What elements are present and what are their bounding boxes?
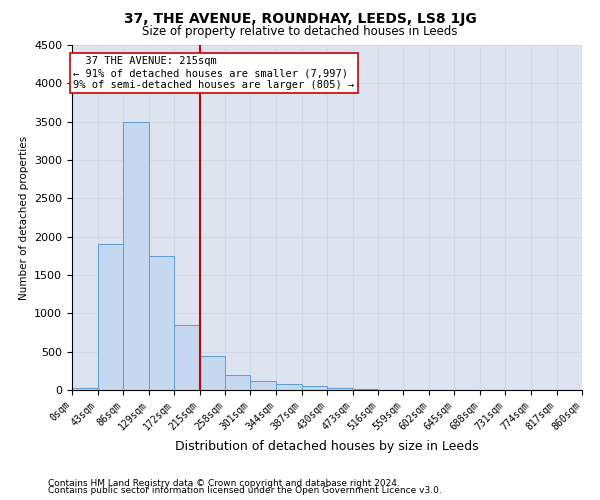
Bar xyxy=(251,381,276,390)
Bar xyxy=(327,388,353,390)
Bar xyxy=(123,122,149,390)
Bar xyxy=(276,384,302,390)
Text: Contains HM Land Registry data © Crown copyright and database right 2024.: Contains HM Land Registry data © Crown c… xyxy=(48,478,400,488)
Y-axis label: Number of detached properties: Number of detached properties xyxy=(19,136,29,300)
X-axis label: Distribution of detached houses by size in Leeds: Distribution of detached houses by size … xyxy=(175,440,479,453)
Text: Size of property relative to detached houses in Leeds: Size of property relative to detached ho… xyxy=(142,25,458,38)
Bar xyxy=(199,356,225,390)
Bar xyxy=(225,376,251,390)
Bar xyxy=(72,388,97,390)
Text: 37, THE AVENUE, ROUNDHAY, LEEDS, LS8 1JG: 37, THE AVENUE, ROUNDHAY, LEEDS, LS8 1JG xyxy=(124,12,476,26)
Bar xyxy=(97,244,123,390)
Bar xyxy=(174,325,199,390)
Text: 37 THE AVENUE: 215sqm
← 91% of detached houses are smaller (7,997)
9% of semi-de: 37 THE AVENUE: 215sqm ← 91% of detached … xyxy=(73,56,355,90)
Bar xyxy=(353,389,378,390)
Bar xyxy=(302,386,327,390)
Text: Contains public sector information licensed under the Open Government Licence v3: Contains public sector information licen… xyxy=(48,486,442,495)
Bar xyxy=(149,256,174,390)
